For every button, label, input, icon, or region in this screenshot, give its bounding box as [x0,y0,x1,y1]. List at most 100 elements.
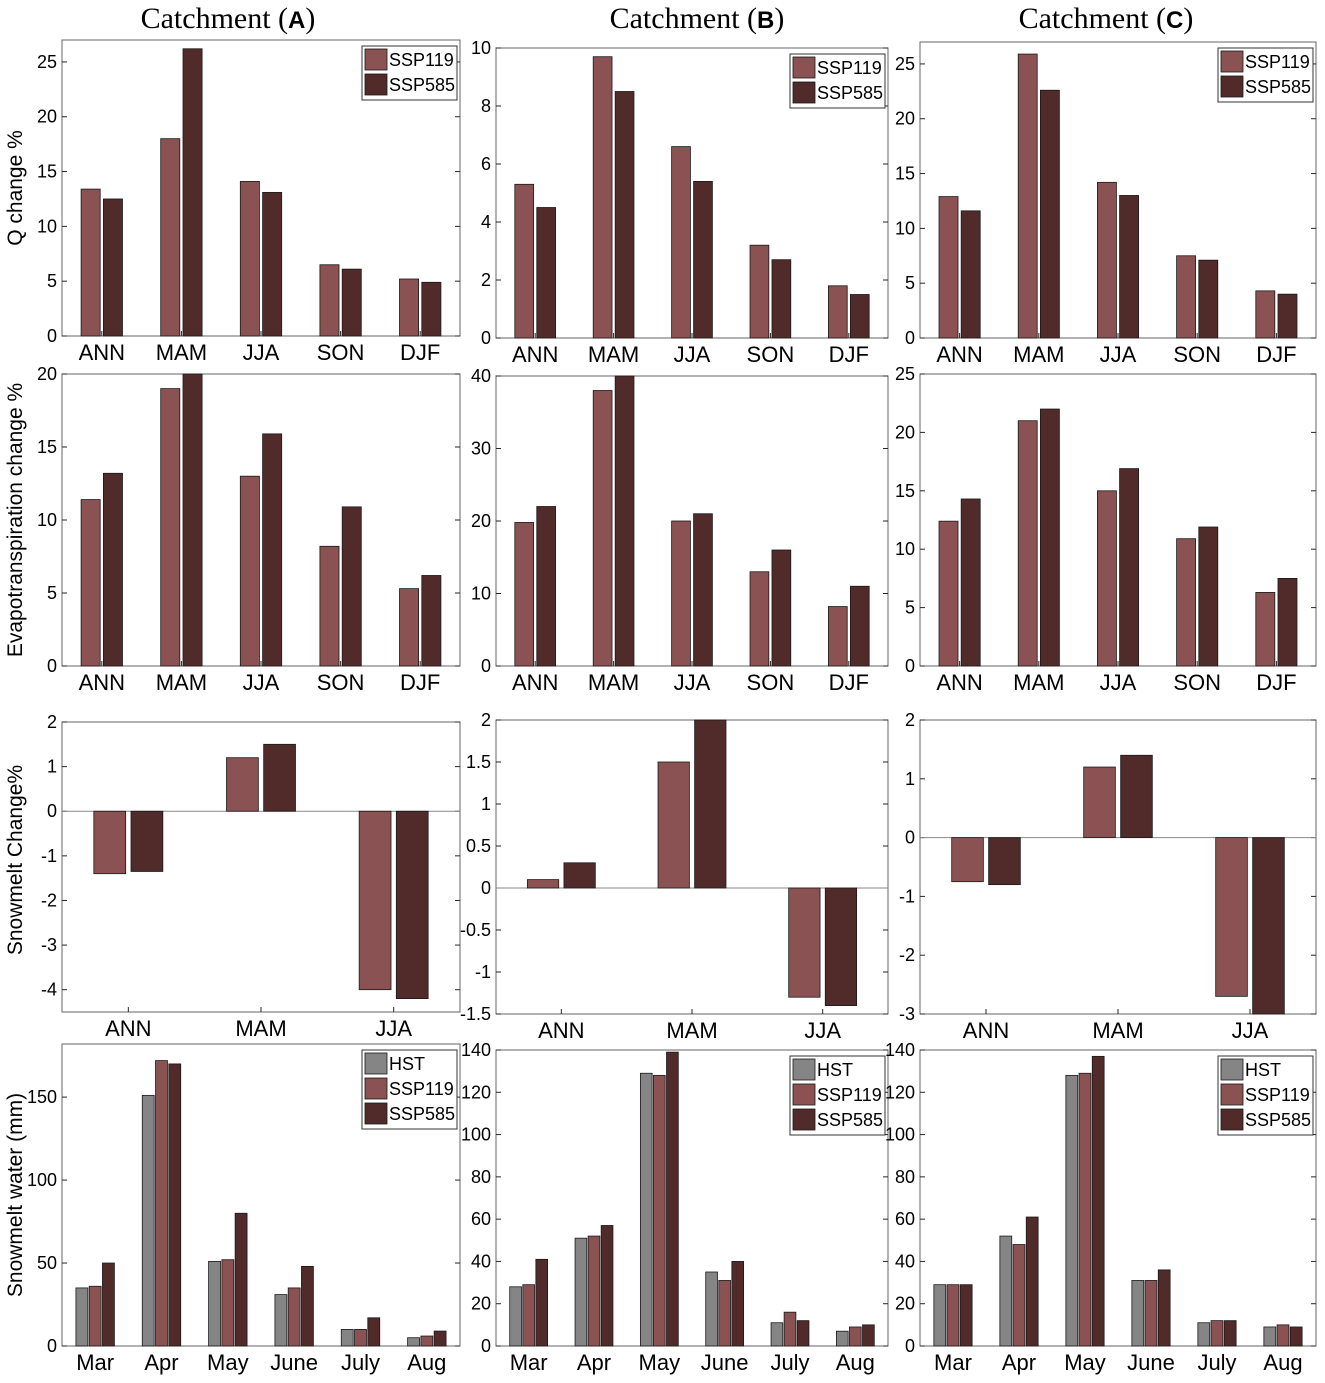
x-tick-label: DJF [829,670,869,695]
panel-a-et: 0 5 10 15 20 ANN MAM JJA SON DJF [37,364,461,695]
bar-ssp119-djf [399,278,420,337]
y-tick-label: 5 [47,583,57,603]
legend-label-ssp585: SSP585 [389,75,455,95]
bar-ssp585-djf [1277,293,1298,339]
bar-ssp585-jja [1119,468,1139,667]
y-tick-label: 140 [885,1040,915,1060]
plot-frame [495,719,889,1015]
bar-ssp585-mar [959,1284,973,1347]
legend: SSP119 SSP585 [1217,47,1314,103]
y-tick-label: 25 [37,52,57,72]
y-tick-label: 20 [471,511,491,531]
y-tick-label: 0 [47,326,57,346]
legend-label-hst: HST [389,1054,425,1074]
y-tick-label: 10 [471,584,491,604]
legend-swatch-ssp585 [1220,75,1244,98]
x-tick-label: Aug [1263,1350,1302,1375]
y-tick-label: 0 [905,328,915,348]
x-tick-label: ANN [512,670,558,695]
bar-ssp119-son [1176,538,1197,667]
bar-ssp585-aug [1289,1326,1303,1347]
bar-ssp585-ann [130,810,164,872]
bar-hst-may [208,1260,221,1347]
y-tick-label: 2 [47,712,57,732]
y-tick-label: 15 [37,437,57,457]
y-tick-label: 150 [27,1087,57,1107]
bar-ssp119-may [653,1074,666,1347]
bar-ssp585-mam [182,373,203,667]
x-tick-label: JJA [1232,1018,1269,1043]
y-tick-label: 10 [37,216,57,236]
x-tick-label: June [701,1350,749,1375]
bar-ssp119-mam [1017,53,1038,339]
x-tick-label: SON [747,670,795,695]
y-tick-label: 120 [885,1082,915,1102]
y-tick-label: 60 [895,1209,915,1229]
x-tick-label: JJA [804,1018,841,1043]
x-tick-label: SON [317,670,365,695]
legend-swatch-ssp119 [364,48,388,71]
x-tick-label: DJF [400,670,440,695]
bar-ssp119-son [749,571,770,667]
y-tick-label: 1 [47,757,57,777]
bar-ssp119-djf [828,285,848,339]
legend-swatch-ssp585 [364,73,388,96]
bar-ssp585-june [1157,1269,1171,1347]
x-tick-label: ANN [105,1016,151,1041]
x-tick-label: Aug [407,1350,446,1375]
plot-frame [61,721,461,1013]
column-title-b: Catchment (B) [610,2,785,35]
bar-ssp585-mam [1039,408,1060,667]
bar-ssp585-mam [614,375,635,667]
bar-ssp119-mar [946,1284,960,1347]
bar-ssp119-jja [358,810,392,991]
legend-swatch-ssp119 [792,1083,816,1106]
y-tick-label: 0 [905,656,915,676]
legend-label-hst: HST [817,1060,853,1080]
y-tick-label: 0.5 [466,836,491,856]
y-tick-label: 10 [895,218,915,238]
x-tick-label: MAM [588,342,639,367]
plot-frame [495,375,889,667]
bar-ssp585-mam [1039,89,1060,339]
legend-swatch-ssp119 [792,56,816,79]
legend-swatch-ssp119 [1220,1083,1244,1106]
bar-ssp119-mam [1083,766,1116,838]
bar-ssp119-may [221,1259,235,1347]
y-tick-label: 15 [37,162,57,182]
y-tick-label: 0 [905,828,915,848]
bar-ssp119-mam [160,388,181,667]
bar-ssp119-djf [828,606,848,667]
bar-ssp585-mam [614,91,635,339]
y-tick-label: 20 [37,364,57,384]
bar-ssp119-july [783,1311,797,1347]
legend-swatch-hst [1220,1058,1244,1081]
y-tick-label: 0 [481,328,491,348]
bar-ssp119-apr [1012,1244,1026,1347]
bar-ssp119-july [1210,1320,1224,1347]
y-tick-label: 8 [481,96,491,116]
x-tick-label: Aug [836,1350,875,1375]
bar-ssp585-may [1091,1055,1105,1347]
plot-frame [61,373,461,667]
y-tick-label: 25 [895,364,915,384]
bar-ssp119-apr [155,1060,168,1347]
y-tick-label: 0 [481,1336,491,1356]
bar-ssp585-ann [960,210,981,339]
bar-ssp119-june [1144,1280,1158,1347]
y-tick-label: 1 [905,769,915,789]
x-tick-label: ANN [963,1018,1009,1043]
bar-ssp585-djf [849,294,870,339]
legend: HST SSP119 SSP585 [361,1049,458,1130]
plot-frame [919,719,1317,1015]
x-tick-label: MAM [156,340,207,365]
panel-c-et: 0 5 10 15 20 25 ANN MAM JJA SON DJF [895,364,1317,695]
bar-ssp119-jja [671,520,691,667]
x-tick-label: SON [1173,670,1221,695]
bar-ssp585-may [234,1212,248,1347]
y-tick-label: 1 [481,794,491,814]
x-tick-label: MAM [1092,1018,1143,1043]
x-tick-label: July [341,1350,380,1375]
column-titles: Catchment (A) Catchment (B) Catchment (C… [141,2,1194,35]
